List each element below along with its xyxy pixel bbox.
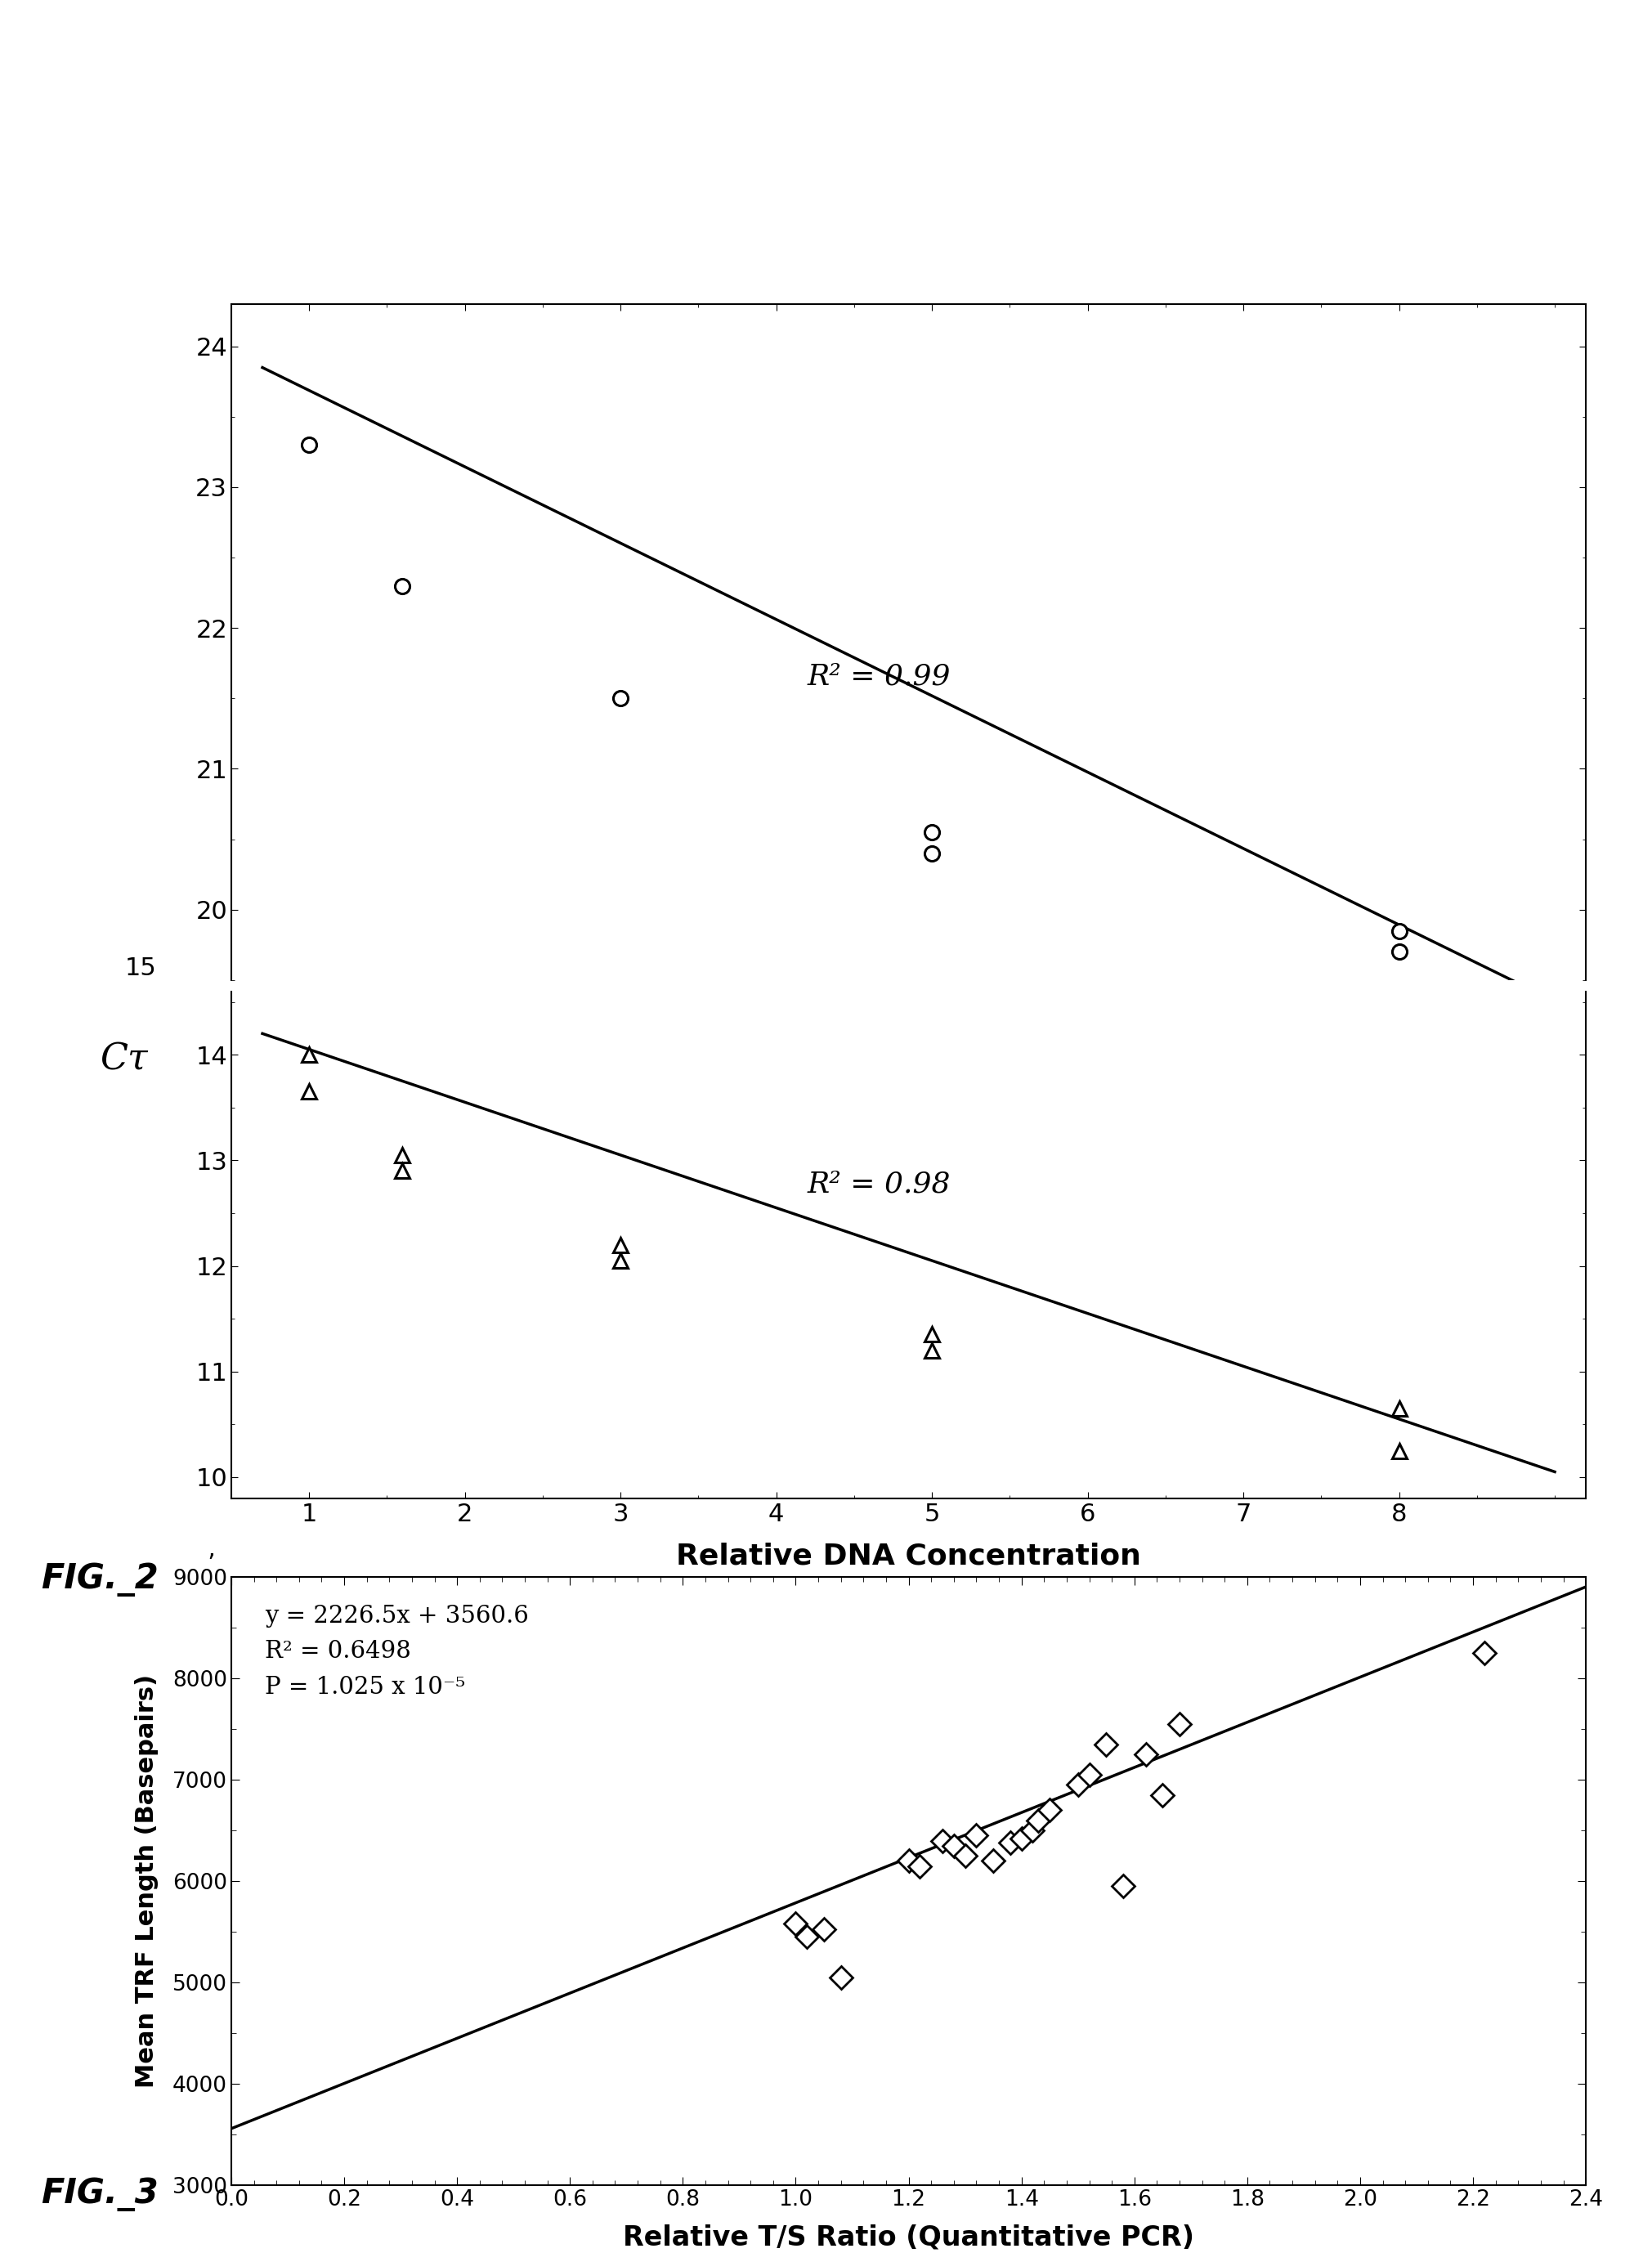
Text: ’: ’: [206, 1552, 215, 1575]
Text: Cτ: Cτ: [99, 1041, 149, 1077]
X-axis label: Relative DNA Concentration: Relative DNA Concentration: [676, 1541, 1142, 1570]
Text: y = 2226.5x + 3560.6: y = 2226.5x + 3560.6: [266, 1604, 529, 1627]
Text: R² = 0.6498: R² = 0.6498: [266, 1640, 411, 1663]
Text: 15: 15: [126, 955, 157, 980]
Text: FIG._2: FIG._2: [41, 1561, 159, 1597]
X-axis label: Relative T/S Ratio (Quantitative PCR): Relative T/S Ratio (Quantitative PCR): [623, 2224, 1194, 2251]
Text: R² = 0.99: R² = 0.99: [808, 662, 952, 689]
Text: P = 1.025 x 10⁻⁵: P = 1.025 x 10⁻⁵: [266, 1676, 466, 1699]
Text: R² = 0.98: R² = 0.98: [808, 1169, 952, 1199]
Y-axis label: Mean TRF Length (Basepairs): Mean TRF Length (Basepairs): [135, 1674, 159, 2089]
Text: FIG._3: FIG._3: [41, 2176, 159, 2212]
